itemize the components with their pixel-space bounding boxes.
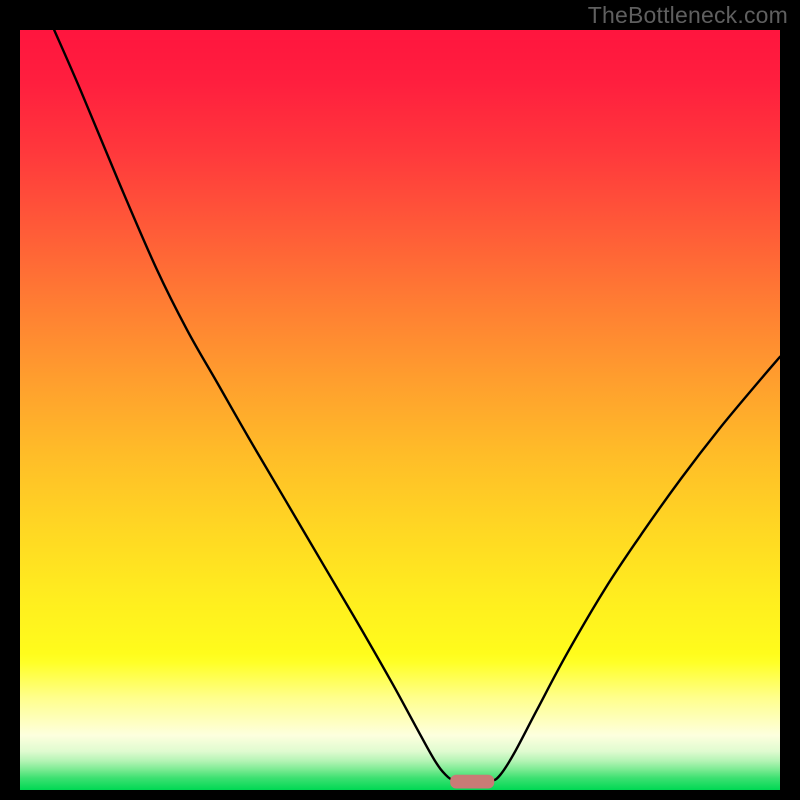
optimal-range-marker xyxy=(450,775,494,789)
bottleneck-chart xyxy=(20,30,780,790)
chart-svg xyxy=(20,30,780,790)
chart-background xyxy=(20,30,780,790)
watermark-text: TheBottleneck.com xyxy=(588,2,788,29)
